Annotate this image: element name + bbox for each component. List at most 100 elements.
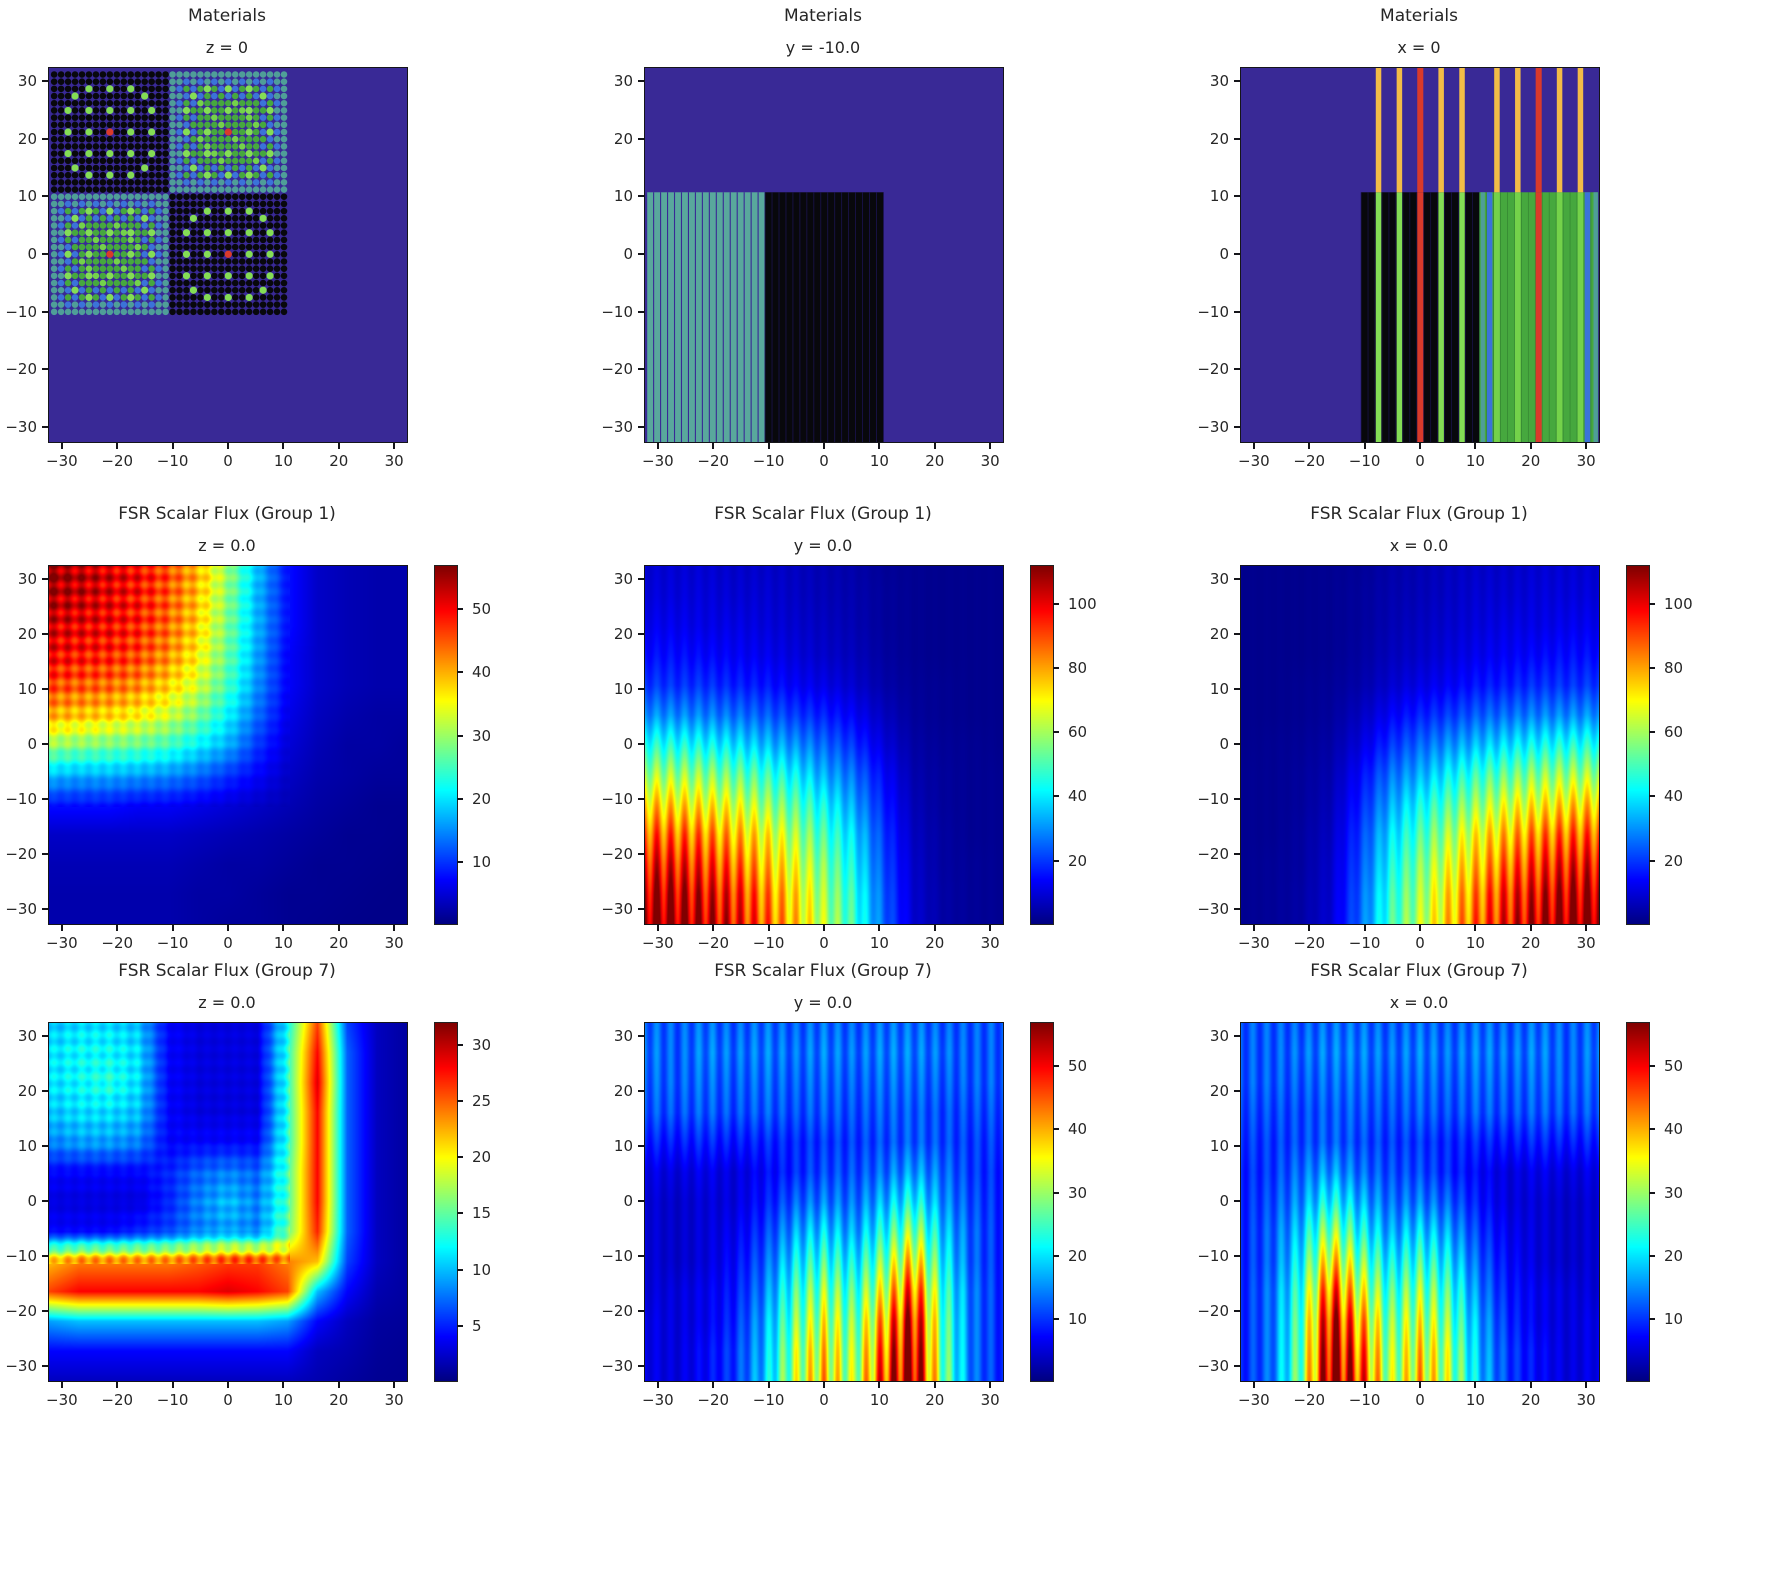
plot-subtitle: x = 0.0 xyxy=(1389,536,1449,555)
x-tick-mark xyxy=(989,1382,992,1388)
x-tick-mark xyxy=(282,1382,285,1388)
x-tick-mark xyxy=(393,925,396,931)
x-axis: −30 −20 −10 0 10 20 30 xyxy=(1238,1382,1600,1410)
y-tick-label: 0 xyxy=(1219,245,1229,263)
x-tick-mark xyxy=(1474,925,1477,931)
heatmap-canvas xyxy=(1241,1023,1599,1381)
x-tick-mark xyxy=(1529,1382,1532,1388)
heatmap-canvas xyxy=(645,68,1003,442)
y-tick-mark xyxy=(42,137,48,140)
plot-area xyxy=(1240,1022,1600,1382)
plot-title: FSR Scalar Flux (Group 7) xyxy=(118,961,336,981)
plot-subtitle: z = 0 xyxy=(205,38,249,57)
colorbar-tick-label: 50 xyxy=(472,600,492,619)
colorbar-tick-mark xyxy=(457,797,463,800)
x-tick-mark xyxy=(227,443,229,449)
y-tick-label: 20 xyxy=(1209,129,1229,148)
colorbar-tick-label: 25 xyxy=(472,1091,492,1110)
plot-body: 30 20 10 0 −10 −20 −30 xyxy=(596,67,1192,443)
x-tick-mark xyxy=(116,925,119,931)
colorbar-tick-label: 20 xyxy=(1068,1246,1088,1265)
colorbar-tick-mark xyxy=(1649,1065,1655,1068)
y-tick-mark xyxy=(1234,137,1240,140)
x-tick-label: 10 xyxy=(869,934,889,952)
y-tick-mark xyxy=(42,853,48,856)
x-tick-mark xyxy=(171,443,174,449)
y-tick-label: 10 xyxy=(17,187,37,206)
y-tick-mark xyxy=(638,368,644,371)
x-axis: −30 −20 −10 0 10 20 30 xyxy=(1238,925,1600,953)
y-tick-label: 0 xyxy=(1219,735,1229,753)
x-tick-label: −30 xyxy=(46,1391,78,1409)
x-tick-mark xyxy=(337,1382,340,1388)
x-tick-label: −20 xyxy=(1293,452,1326,470)
plot-area xyxy=(1240,565,1600,925)
plot-subtitle: y = 0.0 xyxy=(793,536,853,555)
x-tick-label: −30 xyxy=(642,452,674,470)
y-tick-mark xyxy=(42,1034,48,1037)
x-axis: −30 −20 −10 0 10 20 30 xyxy=(46,1382,408,1410)
colorbar-tick-label: 40 xyxy=(1664,1120,1684,1139)
colorbar-tick-mark xyxy=(457,1156,463,1158)
y-tick-mark xyxy=(638,253,644,255)
x-tick-label: −20 xyxy=(1293,1391,1326,1409)
x-tick-mark xyxy=(393,1382,396,1388)
heatmap-canvas xyxy=(1241,68,1599,442)
x-tick-label: 0 xyxy=(819,452,829,470)
y-tick-label: 30 xyxy=(1209,72,1229,91)
y-tick-label: −30 xyxy=(601,900,633,919)
colorbar-tick-mark xyxy=(1053,1317,1059,1320)
x-tick-mark xyxy=(1474,443,1477,449)
subplot-mat_x0: Materials x = 0 30 20 10 0 −10 −20 −30 −30 −20−… xyxy=(1192,0,1788,488)
y-tick-mark xyxy=(638,577,644,580)
x-tick-label: −10 xyxy=(752,1391,785,1409)
y-tick-label: 20 xyxy=(613,624,633,643)
x-tick-label: −10 xyxy=(1348,1391,1381,1409)
y-tick-label: 0 xyxy=(623,245,633,263)
x-tick-label: 30 xyxy=(1576,934,1596,952)
colorbar-gradient xyxy=(1030,1022,1054,1382)
x-tick-mark xyxy=(171,925,174,931)
colorbar-tick-label: 50 xyxy=(1664,1057,1684,1076)
y-axis: 30 20 10 0 −10 −20 −30 xyxy=(0,565,48,923)
colorbar-tick-mark xyxy=(1053,1065,1059,1068)
y-tick-label: 10 xyxy=(613,187,633,206)
colorbar-tick-mark xyxy=(1649,795,1655,798)
y-tick-label: −30 xyxy=(5,417,37,436)
plot-title: FSR Scalar Flux (Group 1) xyxy=(118,504,336,524)
colorbar-tick-mark xyxy=(1053,666,1059,669)
y-tick-mark xyxy=(638,137,644,140)
x-tick-mark xyxy=(282,443,285,449)
y-tick-label: −10 xyxy=(5,790,37,809)
y-tick-mark xyxy=(1234,853,1240,856)
x-tick-mark xyxy=(60,443,63,449)
x-tick-mark xyxy=(933,1382,936,1388)
heatmap-canvas xyxy=(645,566,1003,924)
plot-body: 30 20 10 0 −10 −20 −30 5 10 15 20 25 30 xyxy=(0,1022,596,1382)
x-tick-mark xyxy=(767,925,770,931)
y-tick-mark xyxy=(1234,1034,1240,1037)
x-tick-mark xyxy=(933,443,936,449)
y-tick-mark xyxy=(1234,1089,1240,1092)
x-tick-label: 10 xyxy=(869,1391,889,1409)
y-tick-label: −30 xyxy=(1197,900,1229,919)
y-tick-mark xyxy=(42,1144,48,1147)
colorbar-tick-label: 100 xyxy=(1664,594,1693,613)
x-axis: −30 −20 −10 0 10 20 30 xyxy=(46,443,408,471)
x-tick-label: −20 xyxy=(101,934,134,952)
plot-body: 30 20 10 0 −10 −20 −30 xyxy=(1192,67,1788,443)
colorbar-tick-label: 15 xyxy=(472,1204,492,1223)
x-tick-mark xyxy=(878,1382,881,1388)
x-tick-mark xyxy=(767,1382,770,1388)
plot-subtitle: x = 0.0 xyxy=(1389,993,1449,1012)
y-tick-mark xyxy=(1234,1365,1240,1368)
y-tick-mark xyxy=(638,195,644,198)
y-tick-label: −10 xyxy=(5,1247,37,1266)
y-tick-label: 10 xyxy=(1209,679,1229,698)
colorbar-tick-label: 10 xyxy=(472,1260,492,1279)
y-tick-mark xyxy=(1234,80,1240,83)
x-tick-label: −20 xyxy=(697,934,730,952)
subplot-flux1_z0: FSR Scalar Flux (Group 1) z = 0.0 30 20 10… xyxy=(0,488,596,952)
x-tick-mark xyxy=(116,1382,119,1388)
x-tick-label: 10 xyxy=(273,934,293,952)
